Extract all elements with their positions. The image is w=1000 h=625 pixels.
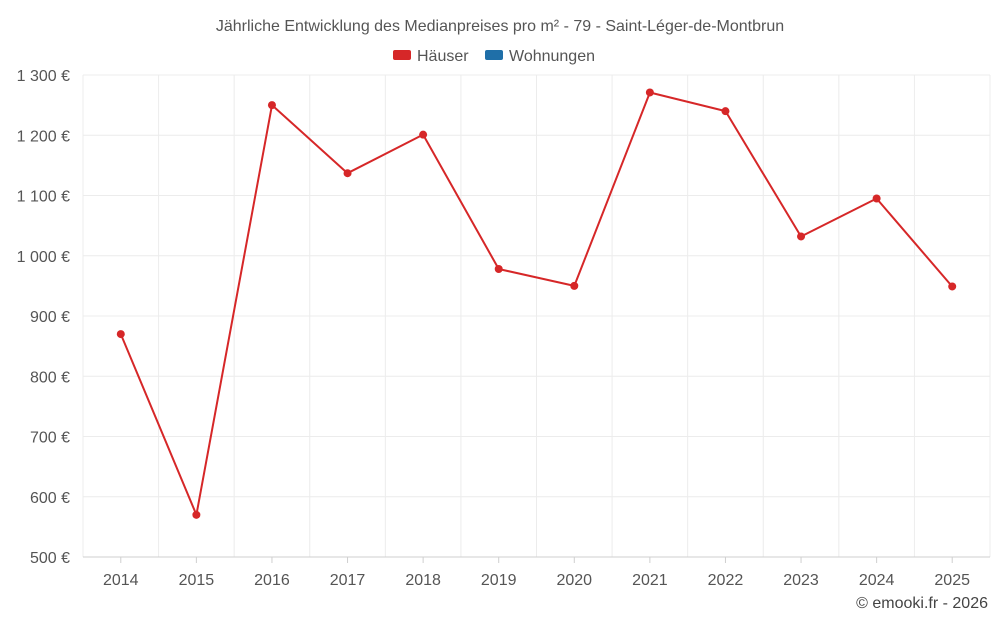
x-tick-label: 2022 (708, 572, 744, 589)
x-tick-label: 2015 (179, 572, 215, 589)
data-point-2014[interactable] (116, 330, 125, 339)
legend-label-wohnungen: Wohnungen (509, 48, 595, 65)
x-tick-label: 2019 (481, 572, 517, 589)
series-line-haeuser (119, 91, 953, 516)
x-tick-label: 2021 (632, 572, 668, 589)
x-tick-label: 2016 (254, 572, 290, 589)
data-point-2024[interactable] (872, 194, 881, 203)
data-point-2021[interactable] (645, 88, 654, 97)
legend-swatch-haeuser (393, 50, 411, 60)
x-tick-label: 2014 (103, 572, 139, 589)
x-tick-label: 2017 (330, 572, 366, 589)
chart-title: Jährliche Entwicklung des Medianpreises … (216, 18, 784, 35)
y-tick-label: 800 € (30, 369, 70, 386)
y-tick-label: 700 € (30, 430, 70, 447)
data-point-2025[interactable] (948, 282, 957, 291)
data-point-2018[interactable] (419, 130, 428, 139)
data-point-2015[interactable] (192, 510, 201, 519)
y-tick-label: 1 300 € (17, 68, 70, 85)
legend-swatch-wohnungen (485, 50, 503, 60)
series-haeuser (116, 88, 957, 519)
y-tick-label: 1 200 € (17, 128, 70, 145)
y-tick-label: 600 € (30, 490, 70, 507)
legend-label-haeuser: Häuser (417, 48, 469, 65)
x-axis: 2014 2015 2016 2017 2018 2019 2020 2021 2022 2023… (103, 557, 970, 589)
x-tick-label: 2025 (934, 572, 970, 589)
x-tick-label: 2024 (859, 572, 895, 589)
y-axis: 500 € 600 € 700 € 800 € 900 € 1 000 € 1 100 € 1… (17, 68, 70, 567)
legend-item-haeuser[interactable]: Häuser (393, 48, 469, 65)
data-point-2023[interactable] (797, 232, 806, 241)
y-tick-label: 1 000 € (17, 249, 70, 266)
data-point-2022[interactable] (721, 107, 730, 116)
data-point-2017[interactable] (343, 169, 352, 178)
data-point-2016[interactable] (267, 101, 276, 110)
x-tick-label: 2023 (783, 572, 819, 589)
legend: Häuser Wohnungen (393, 48, 595, 65)
credit-text: © emooki.fr - 2026 (856, 595, 988, 612)
data-point-2019[interactable] (494, 265, 503, 274)
gridlines (82, 74, 991, 558)
legend-item-wohnungen[interactable]: Wohnungen (485, 48, 595, 65)
y-tick-label: 1 100 € (17, 189, 70, 206)
x-tick-label: 2018 (405, 572, 441, 589)
y-tick-label: 500 € (30, 550, 70, 567)
y-tick-label: 900 € (30, 309, 70, 326)
x-tick-label: 2020 (556, 572, 592, 589)
data-point-2020[interactable] (570, 281, 579, 290)
